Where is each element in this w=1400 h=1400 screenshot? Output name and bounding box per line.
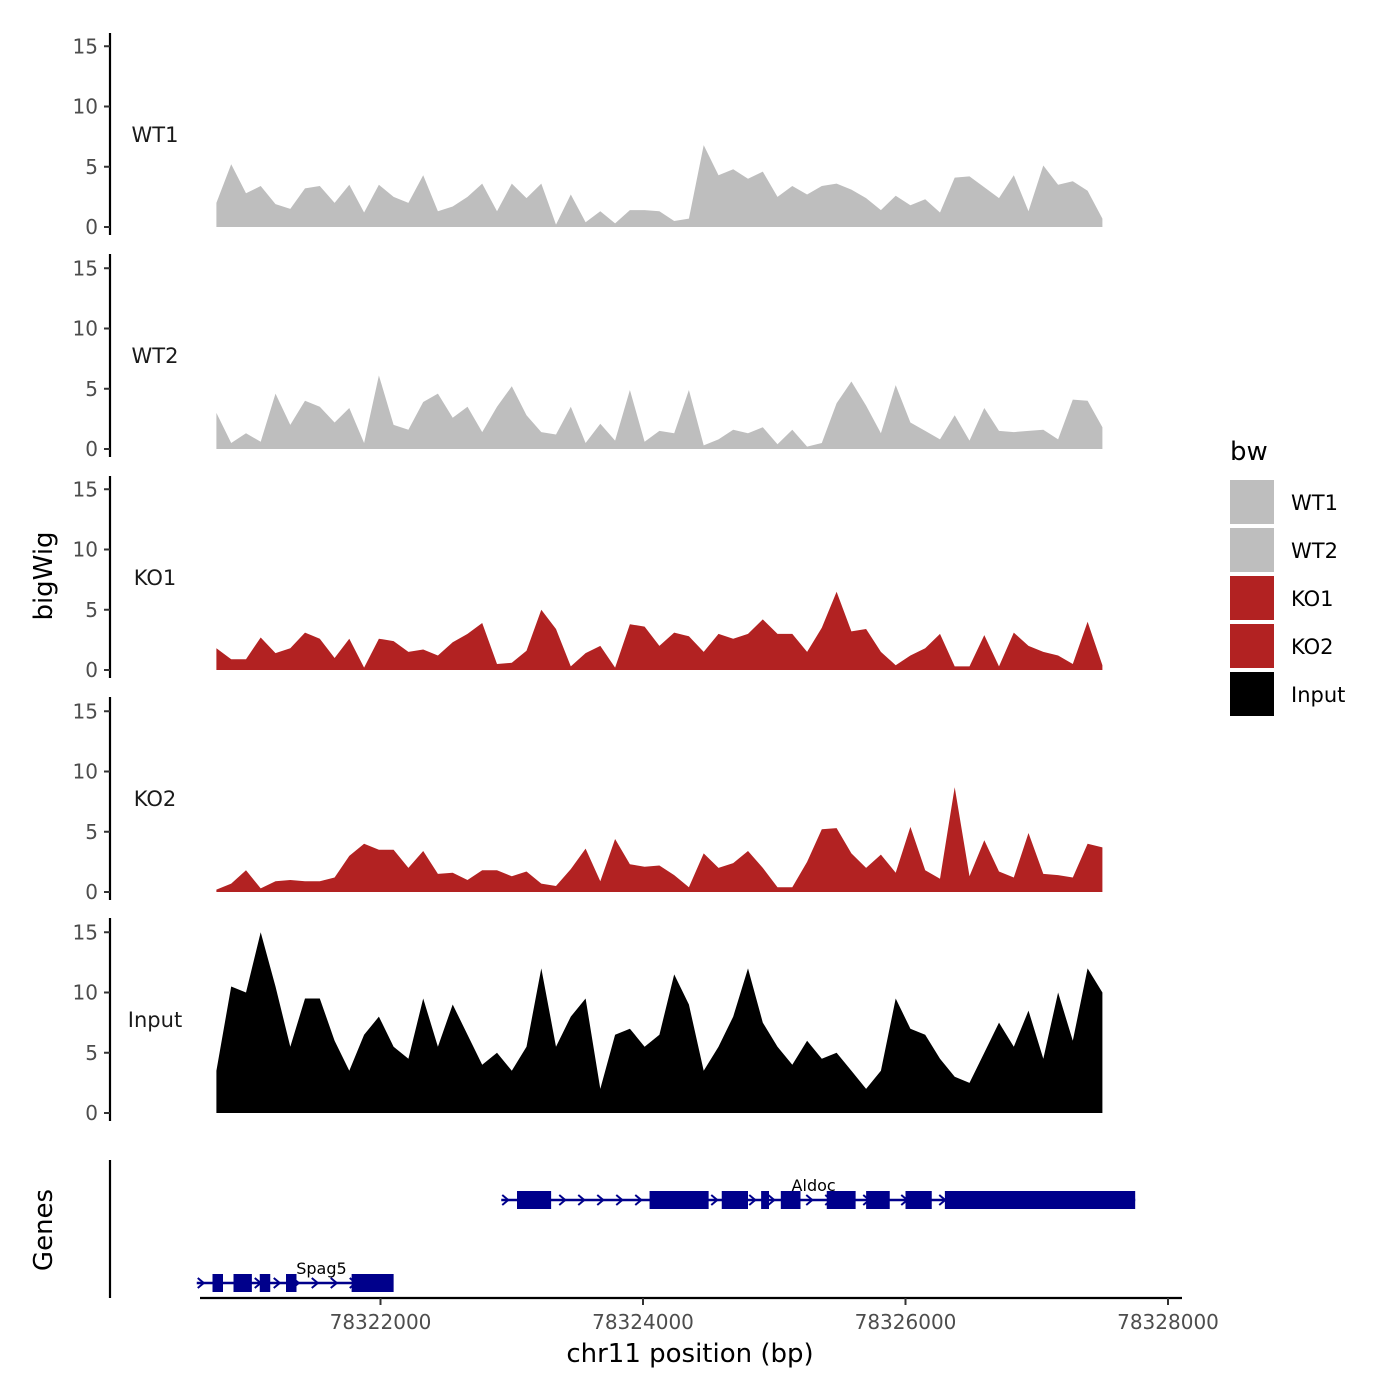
- legend-item-input: Input: [1230, 672, 1345, 716]
- track-label-ko2: KO2: [134, 787, 177, 811]
- gene-exon: [351, 1274, 394, 1292]
- y-tick-label: 15: [73, 34, 98, 58]
- track-wt1: 0 5 10 15 WT1: [73, 33, 1103, 239]
- y-tick-label: 0: [85, 658, 98, 682]
- legend-item-ko1: KO1: [1230, 576, 1334, 620]
- gene-exon: [780, 1191, 801, 1209]
- legend-swatch: [1230, 672, 1274, 716]
- y-tick-label: 5: [85, 1041, 98, 1065]
- legend-swatch: [1230, 576, 1274, 620]
- strand-arrow: [767, 1194, 776, 1206]
- strand-arrow: [311, 1277, 320, 1289]
- y-tick-label: 15: [73, 477, 98, 501]
- strand-arrow: [634, 1194, 643, 1206]
- y-tick-label: 10: [73, 317, 98, 341]
- genes-panel: Spag5 Aldoc: [108, 1160, 1136, 1298]
- legend-swatch: [1230, 528, 1274, 572]
- legend-label: WT1: [1291, 491, 1338, 515]
- track-label-input: Input: [128, 1008, 182, 1032]
- strand-arrow: [748, 1194, 757, 1206]
- legend-title: bw: [1230, 437, 1268, 467]
- signal-area-ko1: [216, 591, 1103, 670]
- y-tick-label: 10: [73, 760, 98, 784]
- gene-name-aldoc: Aldoc: [792, 1176, 836, 1195]
- x-tick-label: 78324000: [592, 1310, 694, 1334]
- gene-exon: [1010, 1191, 1136, 1209]
- legend-swatch: [1230, 624, 1274, 668]
- gene-spag5: Spag5: [196, 1259, 394, 1292]
- signal-area-ko2: [216, 787, 1103, 892]
- y-axis-title: bigWig: [29, 531, 59, 620]
- y-tick-label: 15: [73, 920, 98, 944]
- gene-exon: [826, 1191, 856, 1209]
- track-label-wt1: WT1: [132, 123, 179, 147]
- legend-swatch: [1230, 480, 1274, 524]
- y-tick-label: 0: [85, 1101, 98, 1125]
- x-axis-title: chr11 position (bp): [566, 1339, 813, 1369]
- y-tick-label: 10: [73, 538, 98, 562]
- gene-exon: [905, 1191, 932, 1209]
- track-ko1: 0 5 10 15 KO1: [73, 476, 1103, 682]
- signal-area-wt1: [216, 145, 1103, 227]
- y-tick-label: 5: [85, 155, 98, 179]
- gene-exon: [233, 1274, 252, 1292]
- track-label-ko1: KO1: [134, 566, 177, 590]
- gene-exon: [761, 1191, 769, 1209]
- y-tick-label: 5: [85, 598, 98, 622]
- gene-aldoc: Aldoc: [501, 1176, 1136, 1209]
- legend: bw WT1 WT2 KO1 KO2 Input: [1230, 437, 1345, 716]
- y-tick-label: 10: [73, 981, 98, 1005]
- gene-exon: [517, 1191, 552, 1209]
- strand-arrow: [577, 1194, 586, 1206]
- legend-label: WT2: [1291, 539, 1338, 563]
- y-tick-label: 0: [85, 215, 98, 239]
- track-input: 0 5 10 15 Input: [73, 918, 1103, 1125]
- x-tick-label: 78328000: [1117, 1310, 1219, 1334]
- gene-exon: [721, 1191, 748, 1209]
- strand-arrow: [805, 1194, 814, 1206]
- legend-label: Input: [1291, 683, 1345, 707]
- strand-arrow: [710, 1194, 719, 1206]
- gene-exon: [286, 1274, 297, 1292]
- y-tick-label: 15: [73, 256, 98, 280]
- gene-name-spag5: Spag5: [296, 1259, 346, 1278]
- strand-arrow: [197, 1277, 206, 1289]
- x-tick-label: 78322000: [330, 1310, 432, 1334]
- strand-arrow: [273, 1277, 282, 1289]
- signal-tracks: 0 5 10 15 WT1 0 5 10 15 WT2 0 5 10 15 KO1 0 5 10 15 KO2 0 5 10…: [73, 33, 1103, 1125]
- signal-area-input: [216, 932, 1103, 1113]
- legend-label: KO1: [1291, 587, 1334, 611]
- strand-arrow: [615, 1194, 624, 1206]
- track-wt2: 0 5 10 15 WT2: [73, 254, 1103, 461]
- legend-item-wt2: WT2: [1230, 528, 1338, 572]
- legend-item-wt1: WT1: [1230, 480, 1338, 524]
- genes-axis-title: Genes: [29, 1189, 59, 1271]
- y-tick-label: 5: [85, 820, 98, 844]
- y-tick-label: 5: [85, 377, 98, 401]
- track-ko2: 0 5 10 15 KO2: [73, 697, 1103, 904]
- strand-arrow: [501, 1194, 510, 1206]
- gene-exon: [259, 1274, 271, 1292]
- strand-arrow: [558, 1194, 567, 1206]
- x-tick-label: 78326000: [855, 1310, 957, 1334]
- track-label-wt2: WT2: [132, 344, 179, 368]
- y-tick-label: 10: [73, 95, 98, 119]
- gene-exon: [944, 1191, 1011, 1209]
- y-tick-label: 0: [85, 880, 98, 904]
- y-tick-label: 0: [85, 437, 98, 461]
- x-axis: 78322000 78324000 78326000 78328000: [200, 1296, 1219, 1334]
- signal-area-wt2: [216, 375, 1103, 449]
- y-tick-label: 15: [73, 699, 98, 723]
- legend-label: KO2: [1291, 635, 1334, 659]
- legend-item-ko2: KO2: [1230, 624, 1334, 668]
- gene-exon: [212, 1274, 223, 1292]
- gene-exon: [649, 1191, 709, 1209]
- strand-arrow: [330, 1277, 339, 1289]
- gene-exon: [866, 1191, 890, 1209]
- strand-arrow: [596, 1194, 605, 1206]
